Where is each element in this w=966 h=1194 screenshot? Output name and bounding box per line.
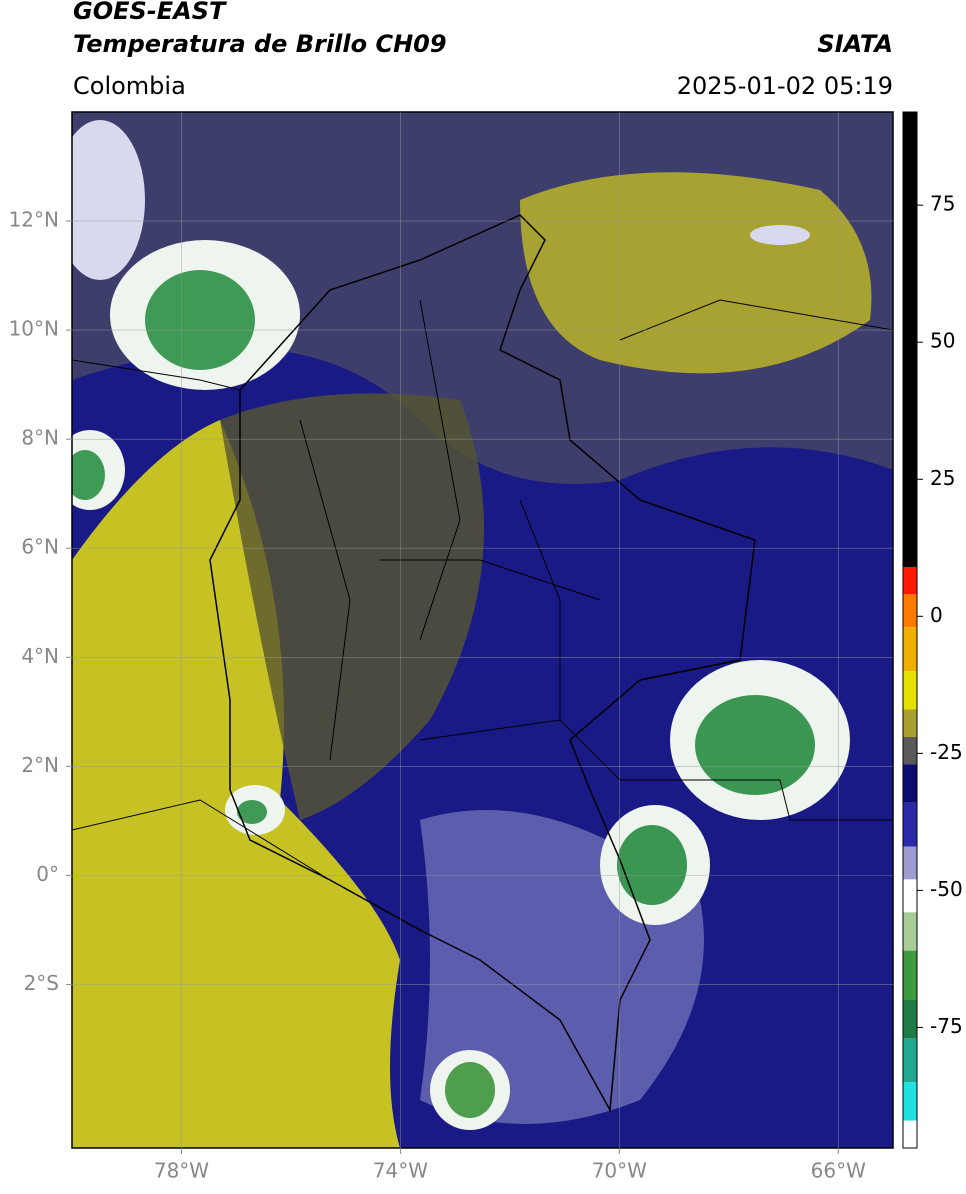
colorbar-tick-label: -75 [930,1014,963,1038]
lon-tick-label: 70°W [592,1159,647,1183]
colorbar-band [903,879,917,913]
lat-tick-label: 10°N [9,317,59,341]
lat-tick-label: 2°N [21,753,59,777]
colorbar-band [903,846,917,880]
lat-tick-label: 8°N [21,426,59,450]
satellite-image [72,112,893,1148]
colorbar-tick-label: 25 [930,466,955,490]
title: GOES-EAST [73,0,227,25]
colorbar-tick-label: 75 [930,192,955,216]
source: SIATA [817,30,893,58]
colorbar-band [903,709,917,737]
colorbar-tick-label: 0 [930,603,943,627]
lat-tick-label: 0° [36,862,59,886]
lat-tick-label: 4°N [21,644,59,668]
colorbar-band [903,950,917,1000]
colorbar-tick-label: -25 [930,740,963,764]
colorbar-band [903,802,917,847]
subtitle: Temperatura de Brillo CH09 [73,30,447,58]
warm-area [520,172,872,374]
colorbar-band [903,566,917,595]
colorbar-band [903,1038,917,1083]
lon-tick-label: 66°W [811,1159,866,1183]
colorbar-band [903,764,917,803]
lat-tick-label: 12°N [9,208,59,232]
border [72,299,893,881]
colorbar-tick-label: -50 [930,877,963,901]
datetime: 2025-01-02 05:19 [677,72,893,100]
colorbar-frame [902,111,918,1149]
colorbar-band [903,736,917,765]
lon-tick-label: 74°W [373,1159,428,1183]
colorbar-band [903,671,917,710]
colorbar-band [903,627,917,672]
lat-tick-label: 6°N [21,535,59,559]
colorbar-band [903,912,917,951]
lat-tick-label: 2°S [24,971,59,995]
country-border [209,214,756,1113]
colorbar-tick-label: 50 [930,329,955,353]
colorbar-band [903,1082,917,1121]
convective-cloud [72,120,850,1130]
warm-area [72,420,400,1148]
map-frame [71,111,894,1149]
colorbar-band [903,112,917,567]
region: Colombia [73,72,186,100]
colorbar-band [903,1000,917,1039]
colorbar-band [903,1120,917,1148]
colorbar-band [903,594,917,628]
warm-area [220,393,484,820]
lon-tick-label: 78°W [154,1159,209,1183]
